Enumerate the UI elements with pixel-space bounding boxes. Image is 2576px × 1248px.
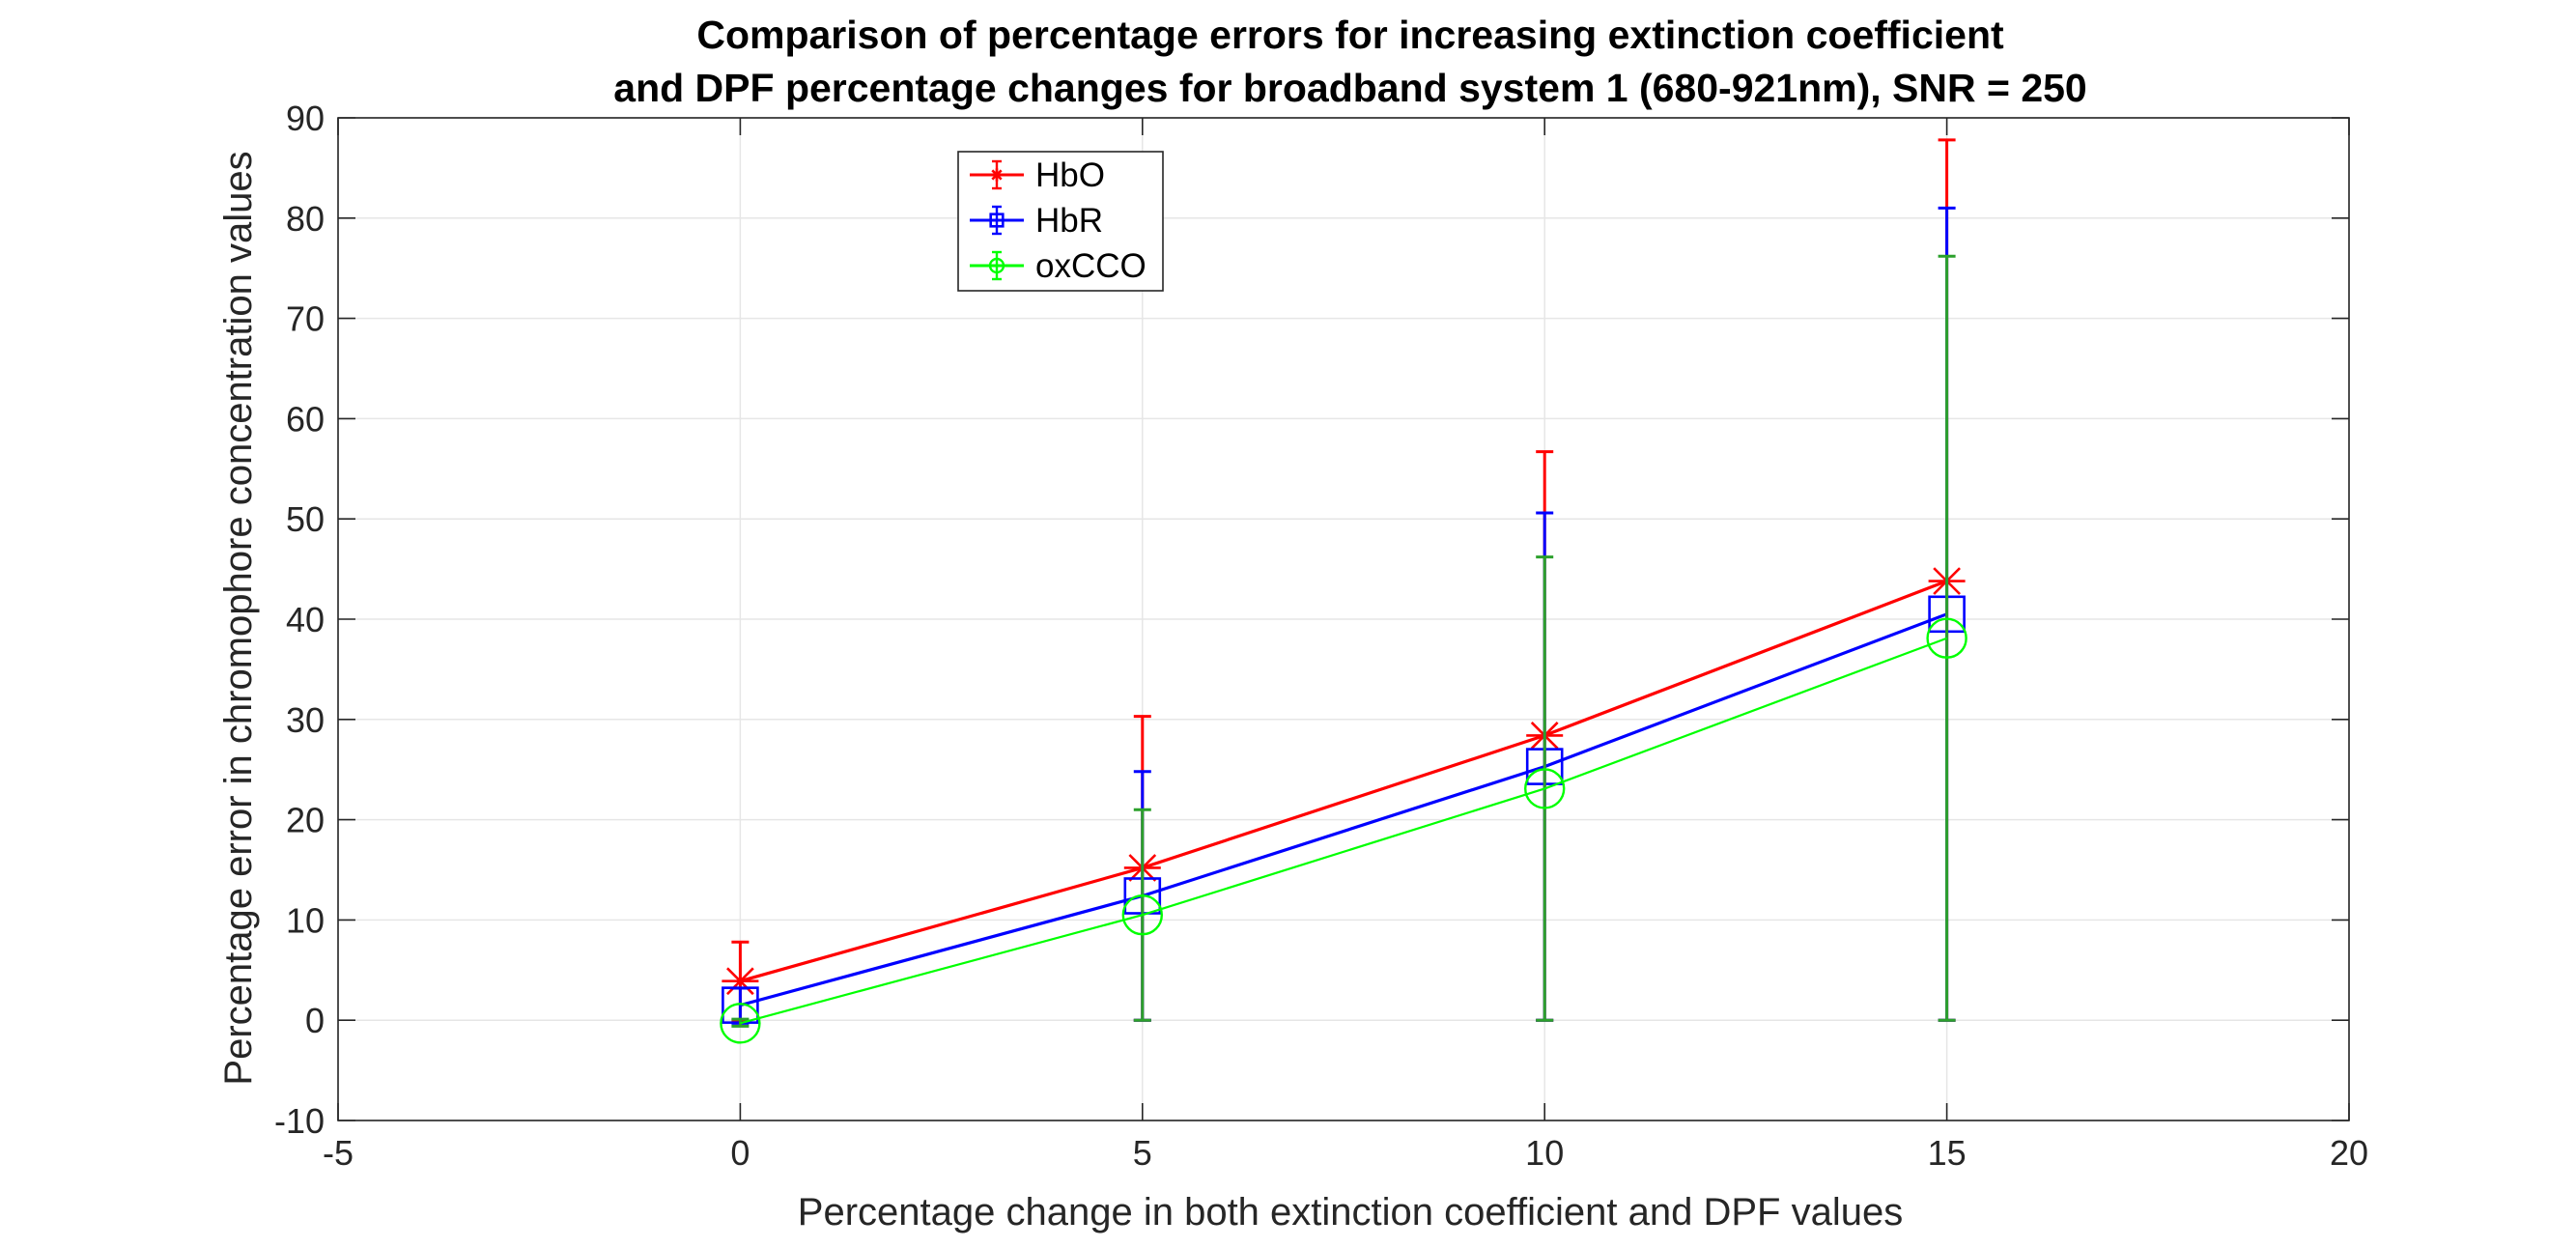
legend-marker: [989, 213, 1005, 228]
y-tick-label: 80: [286, 199, 325, 239]
circle-outline: [720, 1003, 761, 1044]
y-tick-label: -10: [274, 1101, 325, 1141]
plot-series: [720, 138, 1967, 1044]
square-outline: [989, 213, 1005, 228]
y-tick-label: 70: [286, 299, 325, 339]
circle-outline: [1523, 768, 1566, 809]
y-tick-label: 0: [305, 1001, 325, 1040]
data-point-oxcco: [720, 1003, 761, 1044]
series-line-hbo: [739, 580, 1948, 983]
x-tick-label: 5: [1133, 1133, 1152, 1173]
x-tick-label: 0: [730, 1133, 750, 1173]
circle-outline: [1121, 894, 1164, 936]
x-tick-label: 10: [1525, 1133, 1564, 1173]
legend-marker: [988, 257, 1005, 274]
y-tick-label: 60: [286, 399, 325, 439]
y-tick-label: 20: [286, 801, 325, 840]
y-tick-label: 50: [286, 499, 325, 539]
y-tick-label: 40: [286, 600, 325, 639]
legend-label: oxCCO: [1035, 247, 1146, 285]
chart-text: Comparison of percentage errors for incr…: [217, 13, 2087, 1234]
legend-item-oxcco: oxCCO: [970, 247, 1146, 285]
legend: HbO HbR oxCCO: [957, 151, 1164, 292]
series-line-hbr: [739, 612, 1948, 1007]
y-axis-label: Percentage error in chromophore concentr…: [217, 151, 260, 1085]
circle-outline: [1926, 617, 1967, 659]
axes: -5 0 5 10 15 20 -10 0 10 20 30 40 50 60 70 80 90: [274, 99, 2368, 1173]
grid-lines: [337, 117, 2350, 1121]
legend-marker: [990, 168, 1004, 182]
data-point-oxcco: [1121, 894, 1164, 936]
asterisk-stroke: [991, 169, 1003, 181]
asterisk-stroke: [726, 967, 754, 996]
data-point-oxcco: [1523, 768, 1566, 809]
legend-label: HbO: [1035, 156, 1105, 194]
x-tick-label: 15: [1928, 1133, 1967, 1173]
series-line-oxcco: [740, 637, 1947, 1025]
series-oxcco: [720, 254, 1967, 1044]
y-tick-label: 90: [286, 99, 325, 138]
x-axis-label: Percentage change in both extinction coe…: [798, 1191, 1903, 1234]
legend-item-hbr: HbR: [970, 202, 1103, 240]
legend-label: HbR: [1035, 202, 1103, 240]
chart-title-line-1: Comparison of percentage errors for incr…: [696, 13, 2004, 57]
chart-title-line-2: and DPF percentage changes for broadband…: [613, 66, 2086, 110]
circle-outline: [988, 257, 1005, 274]
data-point-oxcco: [1926, 617, 1967, 659]
x-tick-label: -5: [323, 1133, 354, 1173]
x-tick-label: 20: [2330, 1133, 2368, 1173]
y-tick-label: 10: [286, 900, 325, 940]
legend-item-hbo: HbO: [970, 156, 1105, 194]
y-tick-label: 30: [286, 700, 325, 740]
